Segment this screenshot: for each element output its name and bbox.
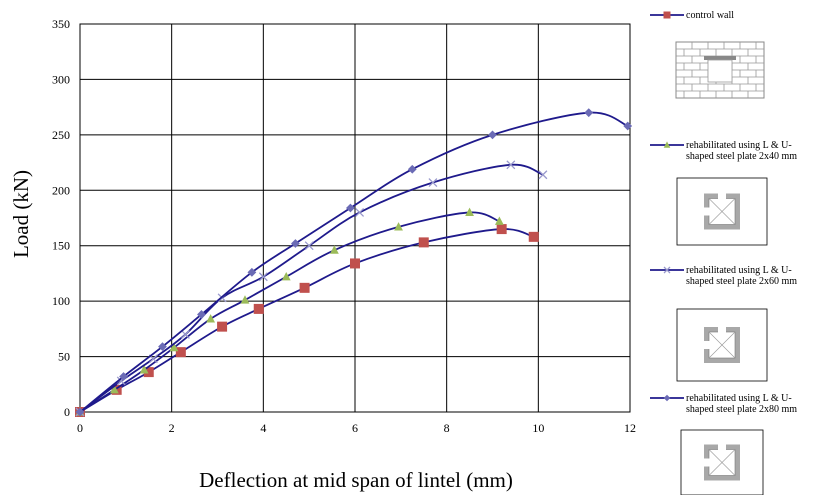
data-point [407, 164, 417, 174]
y-tick-label: 250 [52, 128, 70, 142]
data-point [494, 216, 504, 225]
data-point [206, 314, 216, 323]
legend-marker [663, 394, 671, 402]
y-tick-label: 200 [52, 183, 70, 197]
data-point [258, 272, 268, 282]
data-point [158, 342, 167, 351]
y-tick-label: 150 [52, 239, 70, 253]
brick-wall-figure [675, 41, 765, 99]
data-point [355, 207, 365, 217]
data-point [247, 267, 257, 277]
legend: control wall rehabilitated using L & U-sh… [650, 10, 797, 415]
x-tick-label: 4 [260, 421, 266, 435]
opening-figure-2x60 [676, 308, 768, 382]
x-tick-label: 2 [169, 421, 175, 435]
x-tick-label: 6 [352, 421, 358, 435]
data-point [217, 321, 228, 332]
data-point [281, 271, 291, 281]
x-tick-label: 10 [532, 421, 544, 435]
data-point [346, 203, 355, 213]
opening-figure-2x40 [676, 177, 768, 246]
legend-label: shaped steel plate 2x80 mm [686, 404, 797, 415]
legend-marker [663, 266, 671, 274]
data-point [119, 372, 128, 381]
y-tick-label: 300 [52, 72, 70, 86]
legend-label: shaped steel plate 2x60 mm [686, 276, 797, 287]
data-point [304, 241, 314, 251]
y-tick-label: 350 [52, 17, 70, 31]
legend-entry-3: rehabilitated using L & U-shaped steel p… [650, 265, 797, 287]
data-point [299, 282, 310, 293]
data-point [506, 160, 516, 170]
series-line [79, 211, 500, 413]
data-point [169, 342, 179, 352]
legend-label: rehabilitated using L & U- [686, 265, 792, 276]
series-2 [75, 207, 504, 416]
data-point [329, 245, 339, 254]
legend-marker [663, 141, 671, 148]
data-point [291, 239, 300, 248]
data-point [394, 222, 403, 231]
data-point [197, 310, 206, 319]
legend-label: rehabilitated using L & U- [686, 393, 792, 404]
legend-label: shaped steel plate 2x40 mm [686, 151, 797, 162]
data-point [428, 178, 438, 187]
opening-figure-2x80 [680, 429, 764, 495]
y-tick-label: 0 [64, 405, 70, 419]
series-line [79, 228, 535, 413]
legend-marker [663, 11, 671, 19]
y-tick-label: 50 [58, 350, 70, 364]
y-tick-label: 100 [52, 294, 70, 308]
series-layer [75, 108, 633, 417]
series-line [79, 111, 629, 413]
data-point [465, 207, 474, 217]
data-point [253, 303, 264, 314]
data-point [488, 130, 497, 140]
data-point [538, 170, 548, 180]
data-point [240, 295, 250, 304]
legend-entry-2: rehabilitated using L & U-shaped steel p… [650, 140, 797, 162]
tick-labels: 0 2 4 6 8 10 12 0 50 100 150 200 250 300 350 [52, 17, 636, 435]
y-axis-title: Load (kN) [9, 170, 33, 258]
x-tick-label: 8 [444, 421, 450, 435]
data-point [180, 329, 190, 339]
wall-schematics [675, 41, 768, 495]
legend-label: rehabilitated using L & U- [686, 140, 792, 151]
series-4 [75, 108, 633, 417]
data-point [175, 347, 186, 358]
legend-label: control wall [686, 10, 734, 21]
x-tick-label: 0 [77, 421, 83, 435]
legend-entry-1: control wall [650, 10, 734, 21]
data-point [623, 121, 633, 131]
grid [79, 23, 631, 413]
data-point [109, 385, 119, 394]
legend-entry-4: rehabilitated using L & U-shaped steel p… [650, 393, 797, 415]
x-tick-label: 12 [624, 421, 636, 435]
data-point [584, 108, 594, 118]
data-point [350, 258, 360, 269]
data-point [418, 237, 429, 248]
data-point [75, 407, 85, 417]
data-point [496, 224, 507, 235]
series-1 [75, 224, 539, 417]
data-point [528, 231, 539, 242]
x-axis-title: Deflection at mid span of lintel (mm) [199, 468, 513, 492]
data-point [143, 367, 154, 378]
data-point [139, 365, 149, 374]
series-3 [75, 160, 548, 417]
